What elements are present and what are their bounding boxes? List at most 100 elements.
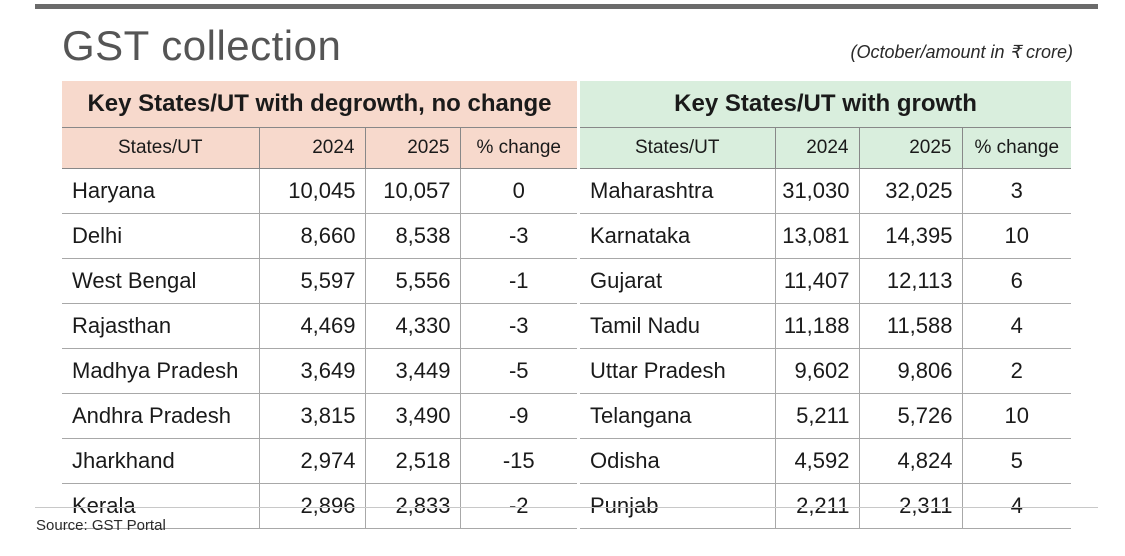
panel-divider	[577, 81, 580, 511]
state-name-cell: Gujarat	[580, 258, 776, 304]
table-row: Madhya Pradesh 3,649 3,449 -5	[62, 348, 577, 394]
percent-change-cell: -1	[460, 258, 577, 304]
percent-change-cell: 3	[962, 168, 1072, 214]
source-note: Source: GST Portal	[36, 517, 166, 534]
state-name-cell: Punjab	[580, 483, 776, 529]
growth-table: Key States/UT with growth States/UT 2024…	[580, 81, 1072, 529]
value-2025-cell: 10,057	[365, 168, 461, 214]
value-2025-cell: 2,311	[859, 483, 963, 529]
value-2024-cell: 9,602	[775, 348, 860, 394]
state-name-cell: Madhya Pradesh	[62, 348, 260, 394]
units-note: (October/amount in ₹ crore)	[850, 42, 1073, 62]
percent-change-cell: 2	[962, 348, 1072, 394]
column-header-2025: 2025	[365, 127, 461, 169]
percent-change-cell: 10	[962, 393, 1072, 439]
state-name-cell: Odisha	[580, 438, 776, 484]
state-name-cell: Maharashtra	[580, 168, 776, 214]
value-2024-cell: 11,407	[775, 258, 860, 304]
value-2025-cell: 3,449	[365, 348, 461, 394]
value-2024-cell: 2,211	[775, 483, 860, 529]
state-name-cell: Telangana	[580, 393, 776, 439]
percent-change-cell: -9	[460, 393, 577, 439]
table-row: West Bengal 5,597 5,556 -1	[62, 258, 577, 304]
value-2025-cell: 3,490	[365, 393, 461, 439]
table-row: Rajasthan 4,469 4,330 -3	[62, 303, 577, 349]
percent-change-cell: -2	[460, 483, 577, 529]
value-2025-cell: 4,824	[859, 438, 963, 484]
degrowth-heading: Key States/UT with degrowth, no change	[62, 81, 577, 128]
percent-change-cell: -3	[460, 303, 577, 349]
value-2025-cell: 9,806	[859, 348, 963, 394]
percent-change-cell: -3	[460, 213, 577, 259]
percent-change-cell: 4	[962, 483, 1072, 529]
growth-heading: Key States/UT with growth	[580, 81, 1072, 128]
value-2025-cell: 11,588	[859, 303, 963, 349]
bottom-rule	[35, 507, 1098, 508]
top-rule	[35, 4, 1098, 9]
value-2025-cell: 12,113	[859, 258, 963, 304]
degrowth-panel: Key States/UT with degrowth, no change S…	[62, 81, 577, 529]
state-name-cell: Andhra Pradesh	[62, 393, 260, 439]
degrowth-column-headers: States/UT 2024 2025 % change	[62, 127, 577, 169]
value-2025-cell: 4,330	[365, 303, 461, 349]
column-header-change: % change	[962, 127, 1072, 169]
percent-change-cell: 10	[962, 213, 1072, 259]
table-row: Odisha 4,592 4,824 5	[580, 438, 1072, 484]
state-name-cell: Jharkhand	[62, 438, 260, 484]
value-2024-cell: 8,660	[259, 213, 366, 259]
percent-change-cell: -15	[460, 438, 577, 484]
degrowth-table: Key States/UT with degrowth, no change S…	[62, 81, 577, 529]
state-name-cell: Haryana	[62, 168, 260, 214]
percent-change-cell: 6	[962, 258, 1072, 304]
value-2025-cell: 14,395	[859, 213, 963, 259]
column-header-2024: 2024	[259, 127, 366, 169]
table-row: Uttar Pradesh 9,602 9,806 2	[580, 348, 1072, 394]
column-header-states: States/UT	[580, 127, 776, 169]
table-row: Tamil Nadu 11,188 11,588 4	[580, 303, 1072, 349]
table-row: Delhi 8,660 8,538 -3	[62, 213, 577, 259]
percent-change-cell: 4	[962, 303, 1072, 349]
value-2024-cell: 31,030	[775, 168, 860, 214]
value-2024-cell: 4,469	[259, 303, 366, 349]
value-2025-cell: 8,538	[365, 213, 461, 259]
table-row: Maharashtra 31,030 32,025 3	[580, 168, 1072, 214]
column-header-change: % change	[460, 127, 577, 169]
growth-column-headers: States/UT 2024 2025 % change	[580, 127, 1072, 169]
value-2024-cell: 11,188	[775, 303, 860, 349]
state-name-cell: West Bengal	[62, 258, 260, 304]
column-header-2025: 2025	[859, 127, 963, 169]
value-2024-cell: 5,597	[259, 258, 366, 304]
value-2024-cell: 4,592	[775, 438, 860, 484]
value-2025-cell: 5,726	[859, 393, 963, 439]
percent-change-cell: 5	[962, 438, 1072, 484]
table-row: Haryana 10,045 10,057 0	[62, 168, 577, 214]
value-2025-cell: 32,025	[859, 168, 963, 214]
value-2024-cell: 3,649	[259, 348, 366, 394]
column-header-2024: 2024	[775, 127, 860, 169]
table-row: Kerala 2,896 2,833 -2	[62, 483, 577, 529]
column-header-states: States/UT	[62, 127, 260, 169]
table-row: Punjab 2,211 2,311 4	[580, 483, 1072, 529]
page-title: GST collection	[62, 22, 342, 69]
state-name-cell: Uttar Pradesh	[580, 348, 776, 394]
value-2025-cell: 5,556	[365, 258, 461, 304]
value-2024-cell: 2,974	[259, 438, 366, 484]
table-row: Karnataka 13,081 14,395 10	[580, 213, 1072, 259]
table-row: Andhra Pradesh 3,815 3,490 -9	[62, 393, 577, 439]
state-name-cell: Delhi	[62, 213, 260, 259]
value-2024-cell: 5,211	[775, 393, 860, 439]
value-2024-cell: 13,081	[775, 213, 860, 259]
state-name-cell: Rajasthan	[62, 303, 260, 349]
value-2024-cell: 10,045	[259, 168, 366, 214]
table-row: Jharkhand 2,974 2,518 -15	[62, 438, 577, 484]
table-row: Telangana 5,211 5,726 10	[580, 393, 1072, 439]
value-2024-cell: 3,815	[259, 393, 366, 439]
growth-panel: Key States/UT with growth States/UT 2024…	[580, 81, 1072, 529]
percent-change-cell: -5	[460, 348, 577, 394]
state-name-cell: Karnataka	[580, 213, 776, 259]
value-2025-cell: 2,518	[365, 438, 461, 484]
state-name-cell: Tamil Nadu	[580, 303, 776, 349]
table-row: Gujarat 11,407 12,113 6	[580, 258, 1072, 304]
value-2024-cell: 2,896	[259, 483, 366, 529]
state-name-cell: Kerala	[62, 483, 260, 529]
